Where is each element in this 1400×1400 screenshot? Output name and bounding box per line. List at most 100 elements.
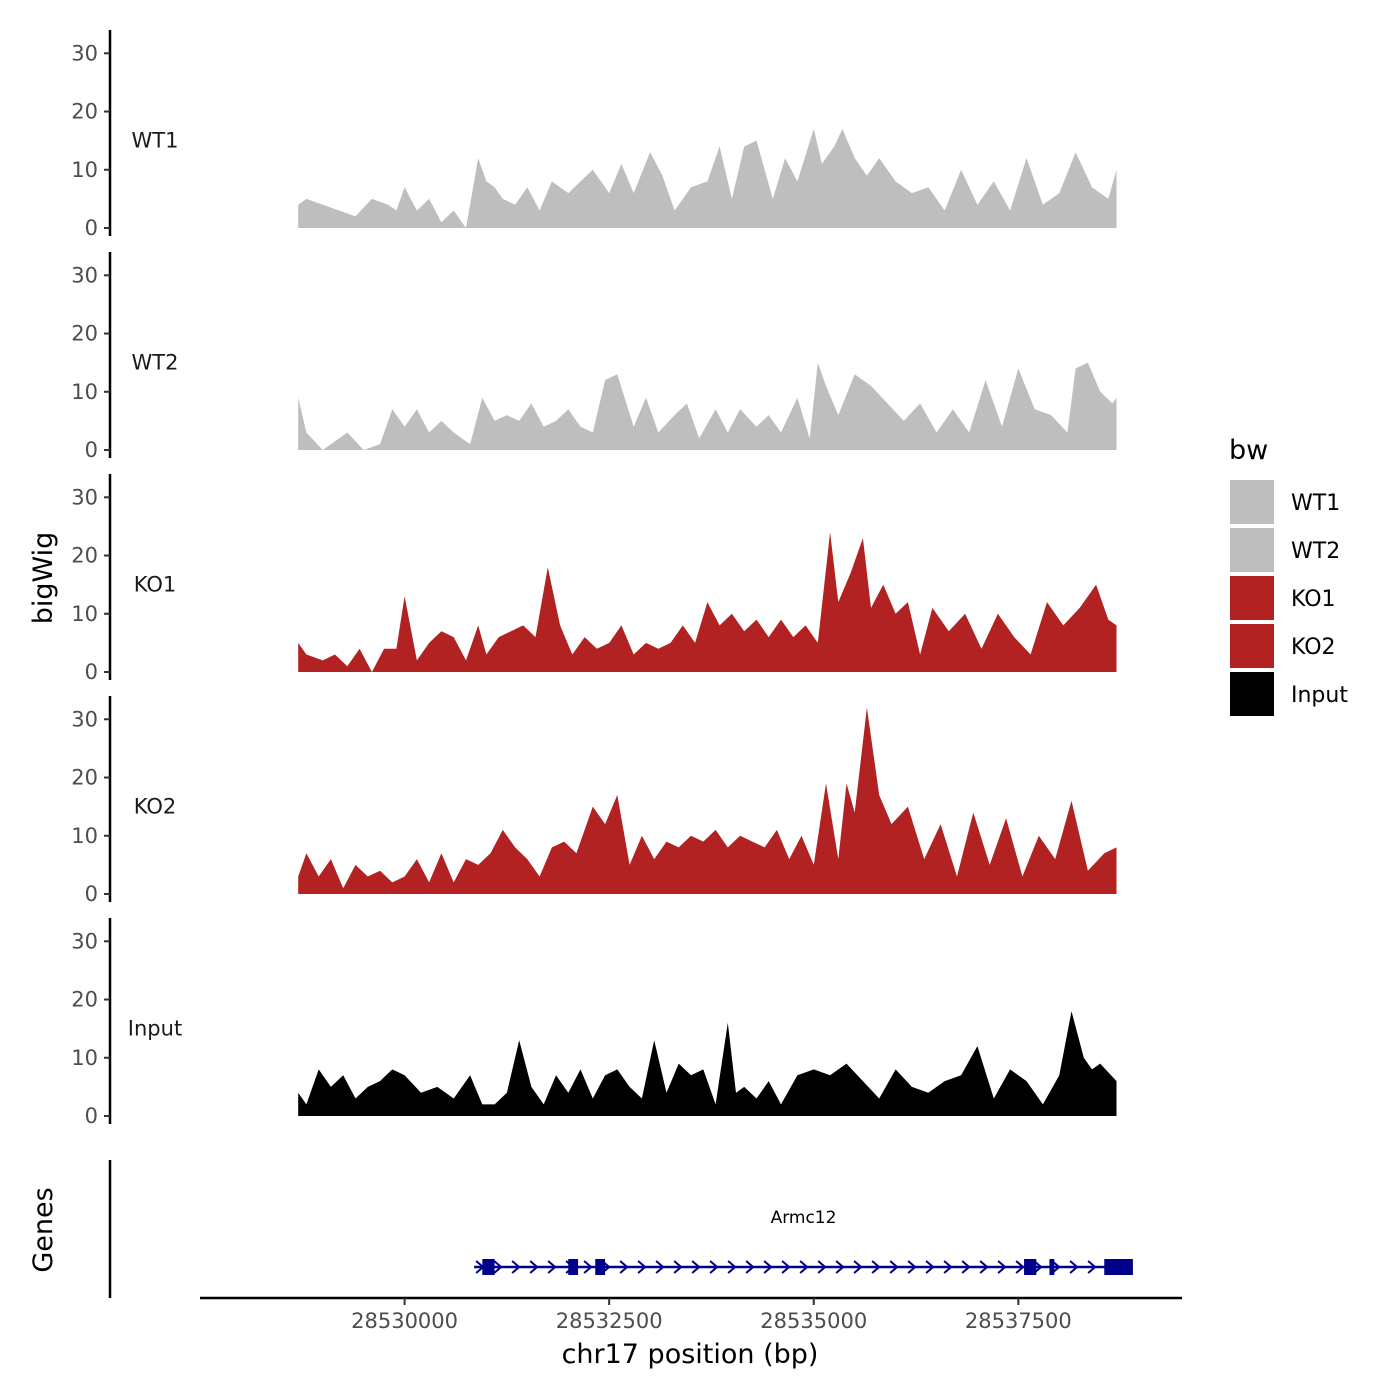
coverage-area-wt1 (298, 129, 1117, 228)
strand-arrow (619, 1260, 629, 1274)
y-tick-label: 20 (71, 988, 98, 1012)
strand-arrow (655, 1260, 665, 1274)
exon-block (1024, 1259, 1037, 1275)
strand-arrow (979, 1260, 989, 1274)
strand-arrow (727, 1260, 737, 1274)
coverage-area-ko2 (298, 707, 1117, 894)
exon-block (568, 1259, 579, 1275)
track-label: Input (128, 1017, 182, 1041)
legend-swatch (1230, 480, 1274, 524)
legend-label: WT1 (1291, 491, 1340, 516)
strand-arrow (799, 1260, 809, 1274)
legend-label: WT2 (1291, 539, 1340, 564)
strand-arrow (889, 1260, 899, 1274)
legend-item-ko1: KO1 (1230, 576, 1336, 620)
y-tick-label: 20 (71, 544, 98, 568)
strand-arrow (709, 1260, 719, 1274)
exon-block (595, 1259, 606, 1275)
legend-swatch (1230, 528, 1274, 572)
legend-swatch (1230, 576, 1274, 620)
x-tick-label: 28530000 (351, 1309, 458, 1333)
track-panel-wt1: 0 10 20 30 WT1 (71, 30, 1117, 240)
strand-arrow (1015, 1260, 1025, 1274)
legend-label: Input (1291, 683, 1348, 708)
legend-item-ko2: KO2 (1230, 624, 1336, 668)
y-tick-label: 10 (71, 380, 98, 404)
x-tick-label: 28535000 (760, 1309, 867, 1333)
track-panel-ko1: 0 10 20 30 KO1 (71, 474, 1117, 684)
strand-arrow (835, 1260, 845, 1274)
y-tick-label: 30 (71, 929, 98, 953)
strand-arrow (583, 1260, 593, 1274)
y-axis-title: bigWig (28, 532, 59, 625)
x-axis-title: chr17 position (bp) (562, 1339, 819, 1370)
y-tick-label: 10 (71, 1046, 98, 1070)
coverage-area-wt2 (298, 362, 1117, 450)
strand-arrow (781, 1260, 791, 1274)
legend-swatch (1230, 672, 1274, 716)
legend: bw WT1 WT2 KO1 KO2 Input (1229, 435, 1348, 716)
coverage-area-ko1 (298, 532, 1117, 672)
x-axis: 28530000 28532500 28535000 28537500 (200, 1296, 1182, 1333)
legend-item-wt1: WT1 (1230, 480, 1340, 524)
strand-arrow (1033, 1260, 1043, 1274)
legend-swatch (1230, 624, 1274, 668)
strand-arrow (673, 1260, 683, 1274)
track-label: WT2 (132, 351, 179, 375)
track-label: KO2 (134, 795, 177, 819)
strand-arrow (511, 1260, 521, 1274)
strand-arrow (871, 1260, 881, 1274)
genes-panel: Armc12 (108, 1160, 1133, 1298)
strand-arrow (907, 1260, 917, 1274)
exon-block (482, 1259, 495, 1275)
y-tick-label: 20 (71, 100, 98, 124)
legend-item-input: Input (1230, 672, 1348, 716)
y-tick-label: 10 (71, 824, 98, 848)
legend-label: KO1 (1291, 587, 1336, 612)
coverage-tracks: 0 10 20 30 WT1 0 10 20 30 WT2 0 10 20 30 KO1 0 10 20 30 KO2… (71, 30, 1117, 1128)
gene-armc12: Armc12 (474, 1208, 1133, 1275)
y-tick-label: 30 (71, 263, 98, 287)
strand-arrow (547, 1260, 557, 1274)
y-tick-label: 30 (71, 485, 98, 509)
strand-arrow (817, 1260, 827, 1274)
x-tick-label: 28532500 (556, 1309, 663, 1333)
track-label: WT1 (132, 129, 179, 153)
y-tick-label: 0 (85, 882, 98, 906)
strand-arrow (637, 1260, 647, 1274)
strand-arrow (493, 1260, 503, 1274)
strand-arrow (763, 1260, 773, 1274)
strand-arrow (1069, 1260, 1079, 1274)
track-panel-wt2: 0 10 20 30 WT2 (71, 252, 1117, 462)
legend-title: bw (1229, 435, 1268, 466)
y-tick-label: 30 (71, 41, 98, 65)
track-panel-input: 0 10 20 30 Input (71, 918, 1117, 1128)
strand-arrow (997, 1260, 1007, 1274)
strand-arrow (1051, 1260, 1061, 1274)
strand-arrow (745, 1260, 755, 1274)
legend-item-wt2: WT2 (1230, 528, 1340, 572)
y-tick-label: 0 (85, 216, 98, 240)
y-tick-label: 0 (85, 660, 98, 684)
exon-block (1104, 1259, 1133, 1275)
strand-arrow (529, 1260, 539, 1274)
strand-arrow (925, 1260, 935, 1274)
strand-arrow (943, 1260, 953, 1274)
track-panel-ko2: 0 10 20 30 KO2 (71, 696, 1117, 906)
genes-panel-title: Genes (28, 1187, 59, 1272)
y-tick-label: 0 (85, 438, 98, 462)
strand-arrow (691, 1260, 701, 1274)
track-label: KO1 (134, 573, 177, 597)
y-tick-label: 0 (85, 1104, 98, 1128)
y-tick-label: 30 (71, 707, 98, 731)
strand-arrow (853, 1260, 863, 1274)
coverage-area-input (298, 1011, 1117, 1116)
x-tick-label: 28537500 (965, 1309, 1072, 1333)
y-tick-label: 20 (71, 322, 98, 346)
y-tick-label: 10 (71, 602, 98, 626)
exon-block (1049, 1259, 1055, 1275)
legend-label: KO2 (1291, 635, 1336, 660)
gene-label: Armc12 (771, 1208, 837, 1228)
y-tick-label: 20 (71, 766, 98, 790)
